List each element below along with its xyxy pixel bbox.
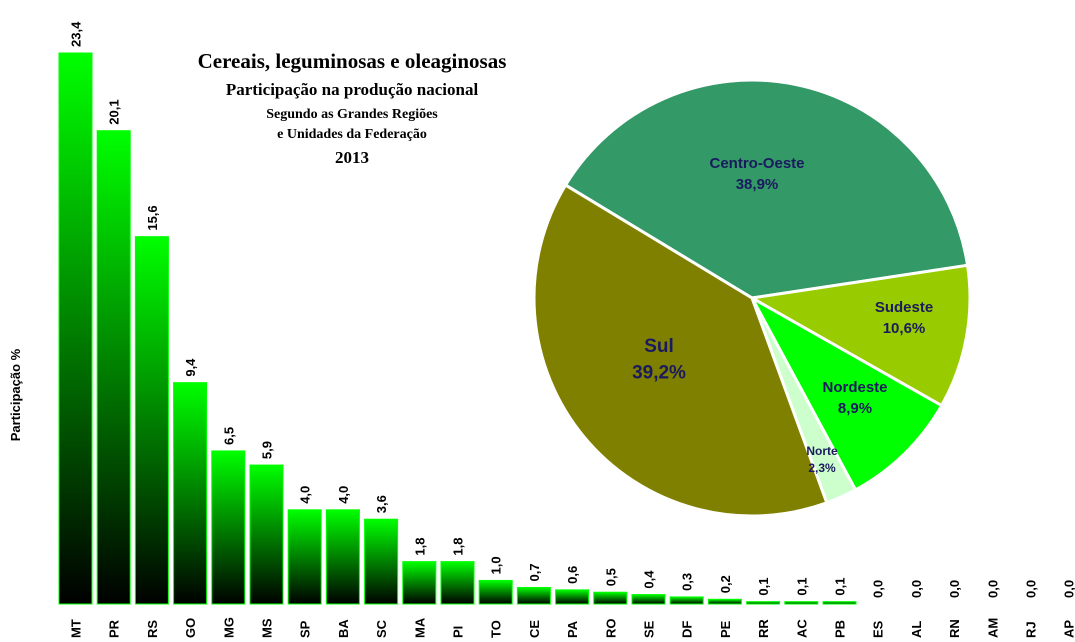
data-label: 0,0: [947, 580, 962, 598]
slice-label: Centro-Oeste: [709, 155, 804, 172]
bar: [555, 589, 590, 605]
x-tick-label: AL: [909, 621, 924, 638]
bar: [249, 464, 284, 605]
bar: [364, 518, 399, 605]
bar: [211, 450, 246, 605]
x-tick-label: PR: [107, 619, 122, 638]
x-tick-label: AM: [985, 618, 1000, 638]
data-label: 0,3: [680, 573, 695, 591]
slice-label: Nordeste: [822, 379, 887, 396]
data-label: 0,0: [871, 580, 886, 598]
slice-value-label: 10,6%: [883, 320, 926, 337]
x-tick-label: CE: [527, 620, 542, 638]
data-label: 0,0: [985, 580, 1000, 598]
slice-value-label: 8,9%: [838, 400, 872, 417]
x-tick-label: DF: [680, 621, 695, 638]
bar: [784, 601, 819, 605]
x-tick-label: PA: [565, 620, 580, 638]
x-tick-label: GO: [183, 618, 198, 638]
bar: [134, 236, 169, 605]
slice-value-label: 39,2%: [632, 363, 686, 384]
slice-label: Norte: [806, 444, 838, 458]
bar: [593, 591, 628, 605]
x-tick-label: MG: [221, 617, 236, 638]
data-label: 1,8: [412, 538, 427, 556]
pie-slice: [532, 183, 829, 518]
bar: [58, 52, 93, 605]
x-tick-label: PB: [833, 620, 848, 638]
data-label: 23,4: [69, 21, 84, 47]
data-label: 0,1: [756, 578, 771, 596]
data-label: 1,0: [489, 556, 504, 574]
chart-title: Cereais, leguminosas e oleaginosas: [198, 49, 507, 73]
data-label: 15,6: [145, 205, 160, 230]
x-tick-label: MA: [412, 617, 427, 638]
data-label: 0,1: [794, 578, 809, 596]
x-tick-label: ES: [871, 620, 886, 638]
x-tick-label: BA: [336, 619, 351, 638]
pie-slice: [747, 263, 972, 408]
data-label: 0,7: [527, 563, 542, 581]
bar: [325, 509, 360, 605]
data-label: 0,5: [603, 568, 618, 586]
x-tick-label: AC: [794, 619, 809, 638]
x-tick-label: MS: [260, 618, 275, 638]
bar: [173, 382, 208, 605]
x-tick-label: AP: [1062, 620, 1075, 638]
chart-subtitle: e Unidades da Federação: [277, 127, 427, 142]
data-label: 0,0: [909, 580, 924, 598]
slice-value-label: 2,3%: [808, 461, 836, 475]
x-tick-label: RR: [756, 619, 771, 638]
data-label: 0,0: [1062, 580, 1075, 598]
x-tick-label: RS: [145, 620, 160, 638]
bar: [402, 561, 437, 605]
data-label: 3,6: [374, 495, 389, 513]
x-tick-label: RO: [603, 619, 618, 639]
bar: [440, 561, 475, 605]
bar: [96, 130, 131, 605]
data-label: 0,1: [833, 578, 848, 596]
bar: [287, 509, 322, 605]
x-tick-label: PE: [718, 620, 733, 638]
data-label: 1,8: [451, 538, 466, 556]
bar: [669, 596, 704, 605]
x-tick-label: RN: [947, 619, 962, 638]
y-axis-label: Participação %: [8, 348, 23, 441]
data-label: 0,6: [565, 566, 580, 584]
bar: [746, 601, 781, 605]
data-label: 9,4: [183, 358, 198, 377]
data-label: 4,0: [336, 486, 351, 504]
bar: [822, 601, 857, 605]
chart-subtitle: 2013: [335, 148, 369, 167]
data-label: 20,1: [107, 99, 122, 124]
data-label: 0,0: [1024, 580, 1039, 598]
x-tick-label: SC: [374, 619, 389, 638]
x-tick-label: PI: [451, 626, 466, 638]
x-tick-label: SE: [642, 620, 657, 638]
x-tick-label: MT: [69, 619, 84, 638]
pie-slice: [748, 294, 944, 492]
data-label: 0,4: [642, 570, 657, 589]
slice-label: Sul: [644, 336, 674, 357]
bar: [478, 579, 513, 605]
slice-label: Sudeste: [875, 299, 933, 316]
slice-value-label: 38,9%: [736, 176, 779, 193]
x-tick-label: RJ: [1024, 621, 1039, 638]
bar: [631, 594, 666, 605]
data-label: 6,5: [221, 427, 236, 445]
chart-subtitle: Participação na produção nacional: [226, 80, 479, 99]
pie-slice: [563, 78, 970, 300]
x-tick-label: TO: [489, 620, 504, 638]
data-label: 0,2: [718, 575, 733, 593]
bar: [516, 587, 551, 605]
bar: [707, 598, 742, 605]
data-label: 4,0: [298, 486, 313, 504]
chart-subtitle: Segundo as Grandes Regiões: [266, 107, 438, 122]
data-label: 5,9: [260, 441, 275, 459]
x-tick-label: SP: [298, 620, 313, 638]
